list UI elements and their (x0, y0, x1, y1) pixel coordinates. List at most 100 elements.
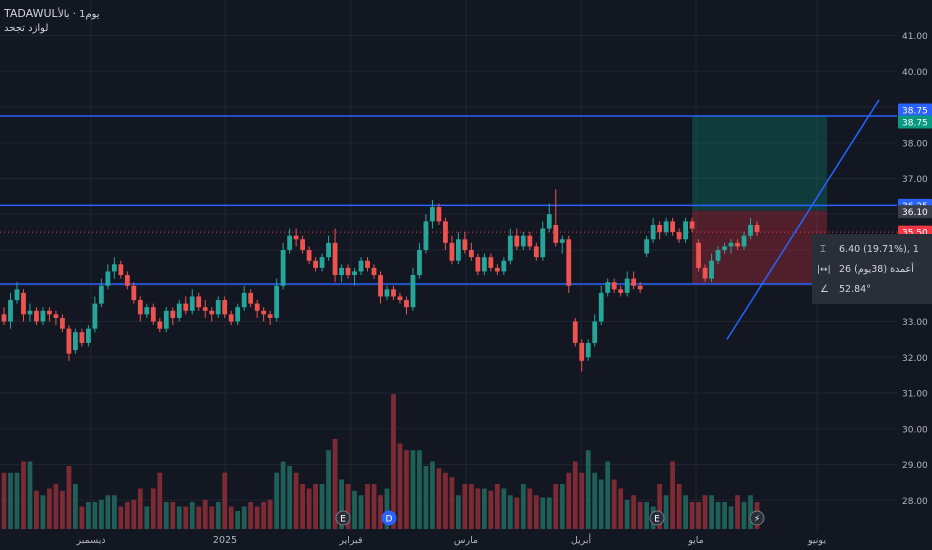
volume-bars (1, 394, 760, 529)
candle-body (280, 250, 286, 286)
volume-bar (728, 506, 734, 529)
time-tick-label[interactable]: 2025 (213, 535, 237, 546)
volume-bar (709, 495, 714, 529)
volume-bar (546, 497, 552, 529)
symbol-title: TADAWUL (3, 7, 59, 20)
volume-bar (40, 495, 46, 529)
candle-body (553, 224, 559, 243)
price-tag-label: 38.75 (902, 118, 928, 128)
volume-bar (637, 502, 643, 529)
volume-bar (176, 506, 182, 529)
volume-bar (559, 484, 565, 529)
candle-body (47, 310, 52, 315)
candle-body (105, 271, 111, 286)
candle-body (735, 242, 740, 247)
candle-body (676, 232, 682, 240)
candle-body (8, 300, 13, 322)
event-marker-icon[interactable] (649, 510, 665, 526)
candle-body (715, 250, 721, 261)
volume-bar (98, 499, 104, 529)
candle-body (202, 307, 208, 311)
volume-bar (468, 484, 474, 529)
volume-bar (494, 484, 500, 529)
volume-bar (241, 506, 247, 529)
candle-body (572, 321, 578, 343)
candle-body (520, 235, 526, 247)
volume-bar (339, 479, 344, 529)
candle-body (514, 235, 520, 247)
candle-body (319, 257, 325, 268)
volume-bar (261, 502, 267, 529)
candle-body (709, 260, 714, 279)
candle-body (241, 292, 247, 308)
volume-bar (92, 502, 98, 529)
candle-body (443, 221, 448, 243)
volume-bar (73, 484, 78, 529)
candle-body (624, 278, 630, 293)
candle-body (313, 260, 318, 268)
candle-body (98, 285, 104, 304)
candle-body (215, 300, 221, 315)
price-tag-label: 36.10 (902, 208, 928, 218)
volume-bar (384, 488, 390, 529)
price-tag-box (898, 115, 932, 129)
time-axis[interactable]: ديسمبر 2025 فبراير مارس أبريل مايو يونيو (76, 533, 827, 546)
candle-body (222, 300, 228, 315)
trendline-line[interactable] (726, 99, 880, 340)
event-markers[interactable]: E D E ⚡ (335, 510, 765, 526)
candle-body (27, 310, 33, 315)
candle-body (352, 271, 357, 276)
event-marker-icon[interactable] (335, 510, 351, 526)
candle-body (124, 275, 130, 286)
candle-body (274, 285, 280, 318)
volume-bar (378, 495, 383, 529)
time-tick-label[interactable]: ديسمبر (76, 535, 106, 546)
volume-bar (657, 484, 663, 529)
volume-bar (60, 490, 65, 529)
volume-bar (358, 495, 364, 529)
candle-body (410, 275, 416, 308)
volume-bar (111, 495, 117, 529)
measure-tooltip: ⌶ 6.40 (19.71%), 1 |↔| 26 أعمدة (38يوم) … (812, 234, 932, 304)
volume-bar (533, 495, 539, 529)
volume-bar (566, 472, 572, 529)
volume-bar (274, 472, 280, 529)
volume-bar (618, 488, 624, 529)
candle-body (144, 307, 150, 315)
horizontal-lines[interactable] (0, 115, 897, 285)
time-tick-label[interactable]: أبريل (571, 533, 592, 546)
volume-bar (228, 506, 234, 529)
volume-bar (527, 488, 533, 529)
time-tick-label[interactable]: مارس (454, 535, 478, 546)
volume-bar (404, 450, 409, 529)
price-tick-label: 40.00 (902, 68, 928, 78)
price-tick-label: 33.00 (902, 318, 928, 328)
volume-bar (475, 488, 481, 529)
candle-body (566, 239, 572, 286)
volume-bar (501, 488, 507, 529)
trendline[interactable] (726, 99, 880, 340)
event-marker-label: E (340, 515, 346, 525)
measure-change: 6.40 (19.71%), 1 (839, 244, 919, 255)
event-marker-icon[interactable] (381, 510, 397, 526)
candle-body (79, 332, 85, 343)
time-tick-label[interactable]: مايو (687, 535, 704, 546)
volume-bar (118, 506, 124, 529)
event-marker-icon[interactable] (749, 510, 765, 526)
volume-bar (391, 394, 396, 529)
volume-bar (702, 495, 708, 529)
volume-bar (66, 466, 72, 529)
candle-body (66, 328, 72, 354)
time-tick-label[interactable]: يونيو (807, 535, 826, 546)
candle-body (21, 292, 26, 315)
volume-bar (663, 495, 669, 529)
candle-body (384, 289, 390, 297)
volume-bar (163, 502, 169, 529)
candle-body (468, 250, 474, 258)
volume-bar (592, 472, 598, 529)
volume-bar (507, 495, 513, 529)
volume-bar (579, 472, 585, 529)
time-tick-label[interactable]: فبراير (338, 535, 362, 546)
price-tick-label: 32.00 (902, 354, 928, 364)
